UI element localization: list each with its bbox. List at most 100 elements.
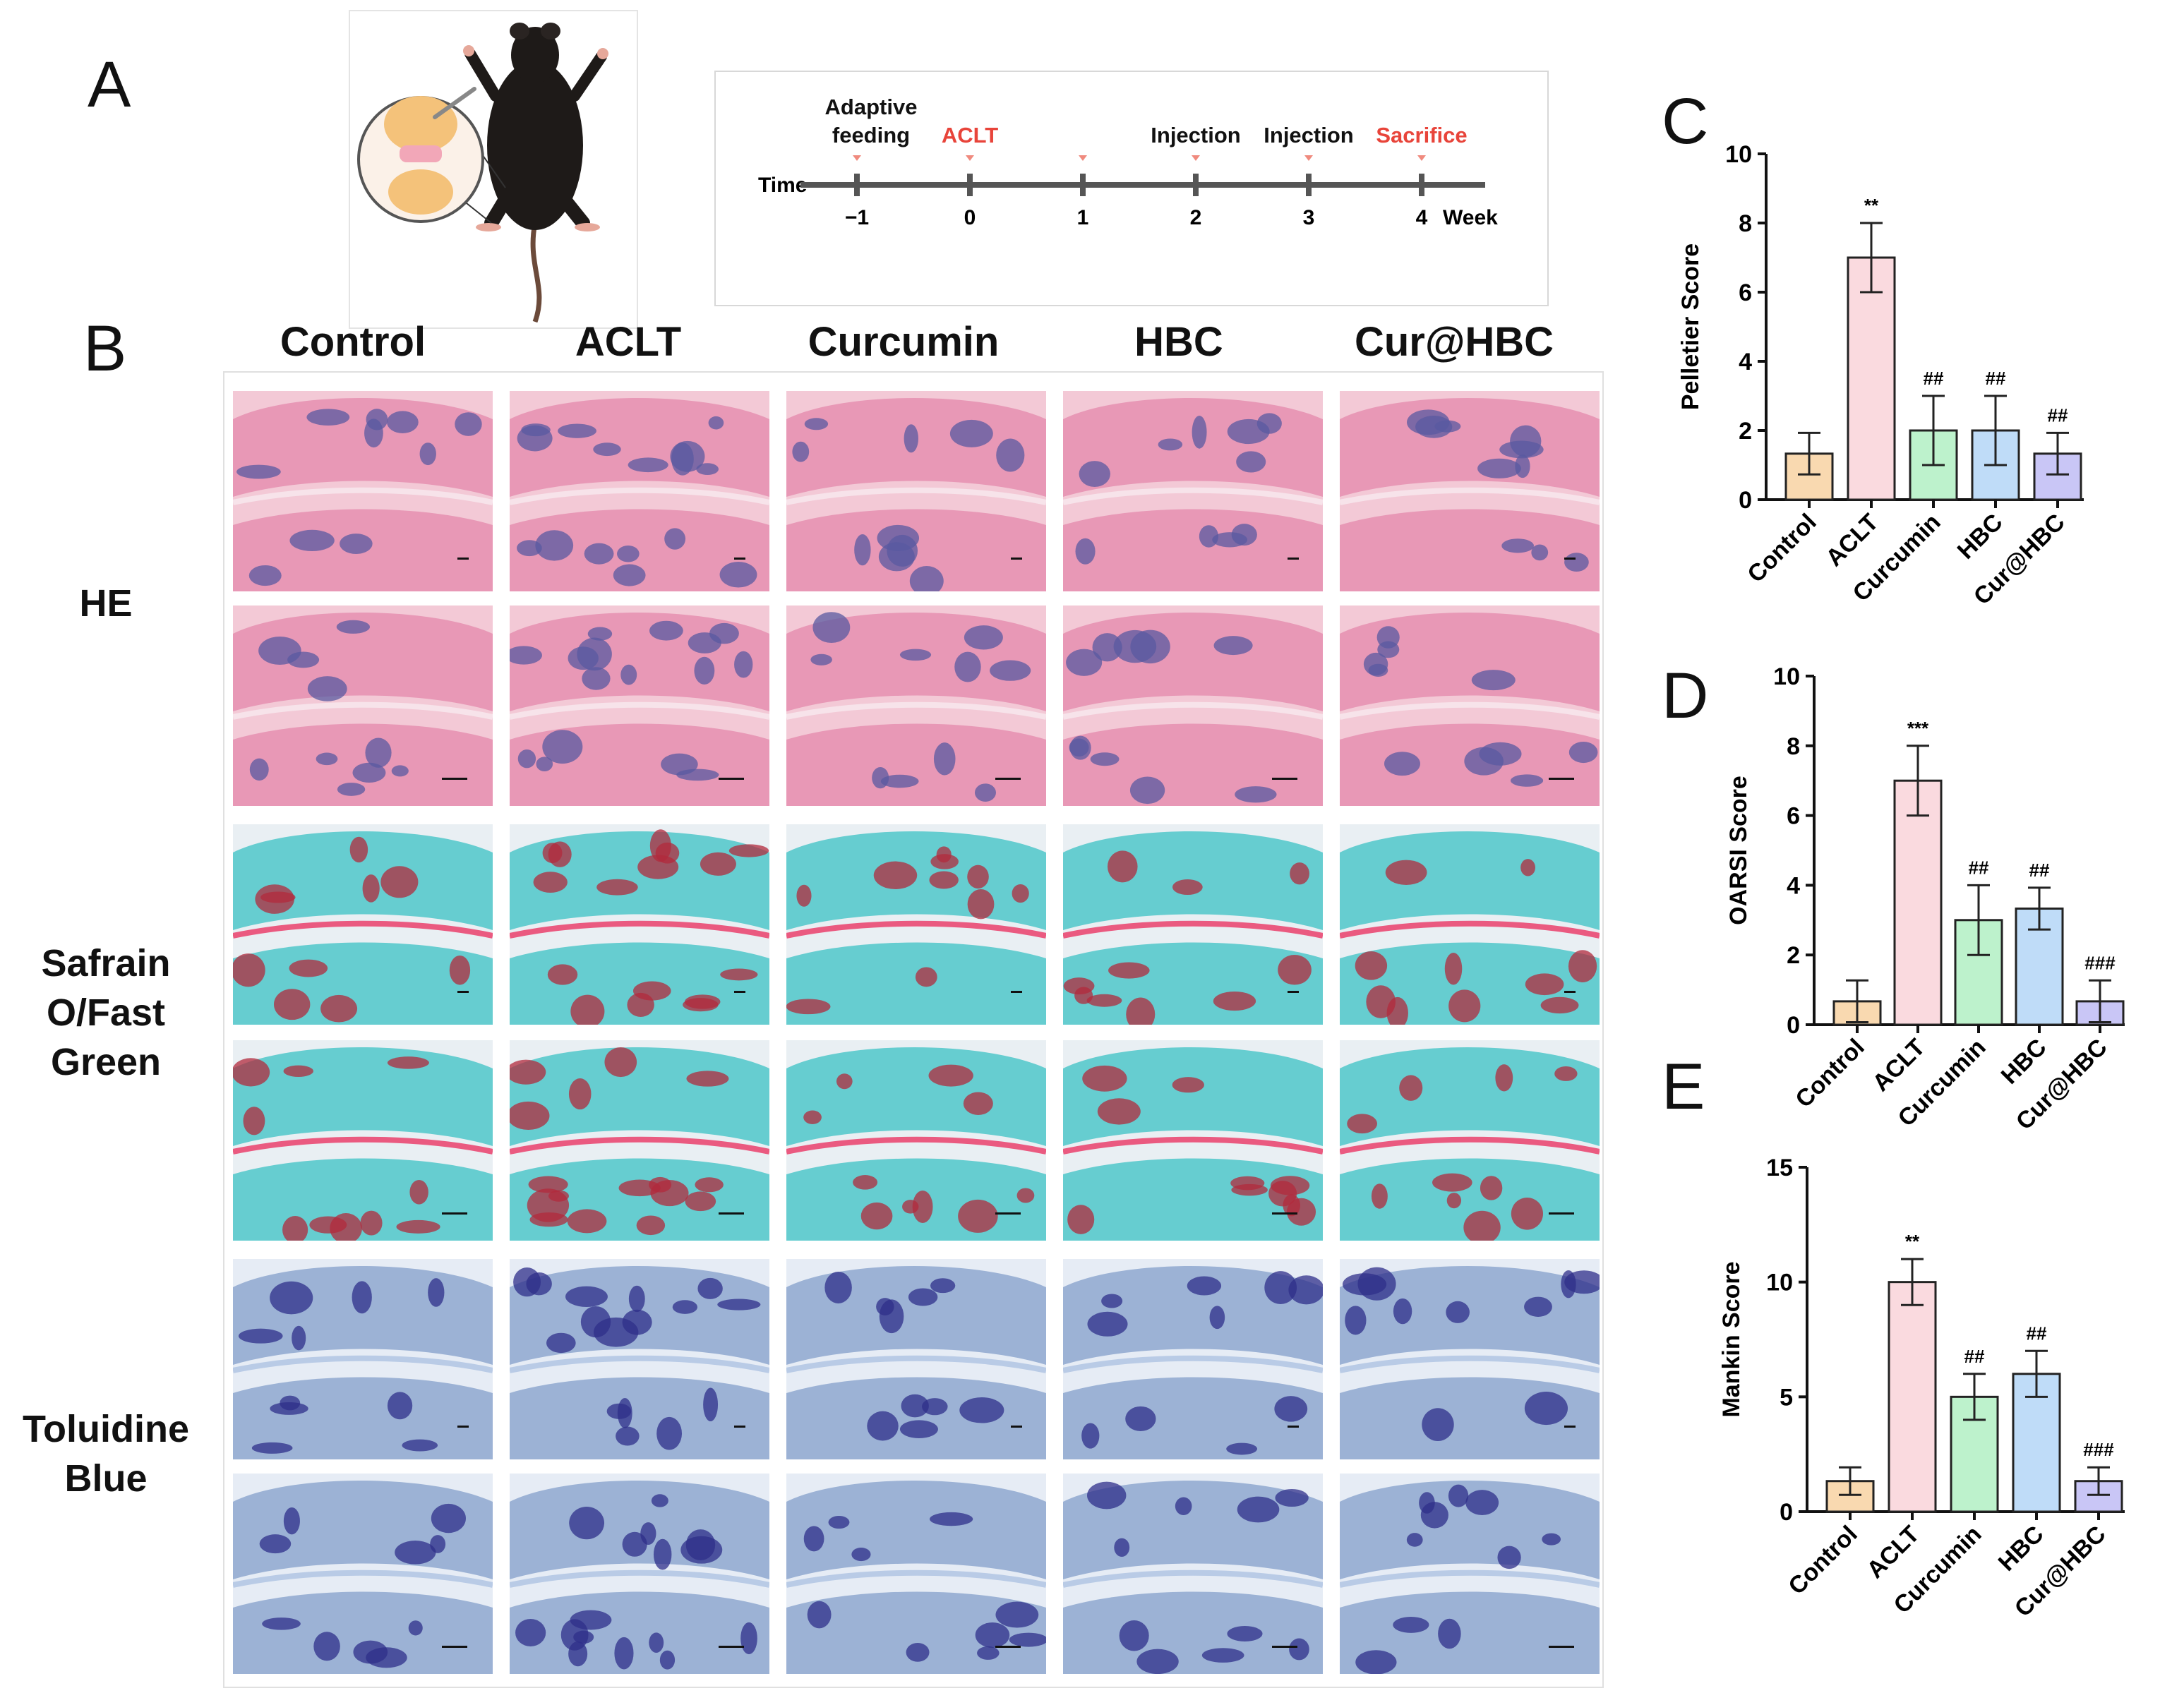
tile-marrow-blob (792, 441, 810, 462)
scale-bar (995, 1212, 1021, 1215)
tile-marrow-blob (728, 844, 769, 857)
tile-marrow-blob (251, 1442, 293, 1454)
scale-bar (1549, 1646, 1574, 1648)
tile-joint-space (510, 1136, 769, 1155)
timeline-tick-label: 3 (1303, 206, 1315, 229)
tile-marrow-blob (922, 1398, 948, 1416)
row-label-safranin: Safrain O/Fast Green (0, 939, 212, 1088)
x-tick-label: Control (1742, 509, 1821, 588)
tile-marrow-blob (1172, 1077, 1204, 1093)
tile-marrow-blob (902, 1200, 919, 1214)
tile-marrow-blob (1561, 1270, 1576, 1299)
column-title-curcumin: Curcumin (808, 319, 1000, 365)
row-label-he: HE (0, 579, 212, 628)
tile-marrow-blob (1448, 989, 1481, 1023)
tile-marrow-blob (719, 561, 757, 588)
histology-image (233, 605, 493, 806)
histology-tile (1063, 1040, 1323, 1241)
tile-joint-space (1063, 1136, 1323, 1155)
tile-marrow-blob (243, 1107, 265, 1135)
tile-marrow-blob (963, 1092, 993, 1115)
tile-marrow-blob (362, 874, 380, 903)
tile-marrow-blob (1524, 1296, 1552, 1317)
tile-marrow-blob (1192, 415, 1207, 449)
tile-marrow-blob (1175, 1497, 1192, 1515)
histology-tile (510, 605, 769, 806)
tile-marrow-blob (568, 1078, 592, 1110)
tile-marrow-blob (1465, 1490, 1499, 1516)
tile-marrow-blob (387, 1392, 413, 1420)
tile-marrow-blob (664, 528, 686, 550)
tile-tibia (1340, 1591, 1600, 1674)
timeline-marker-arrow (966, 155, 974, 161)
tile-marrow-blob (1363, 652, 1388, 676)
tile-joint-space (233, 487, 493, 505)
y-tick-label: 5 (1780, 1384, 1793, 1411)
tile-marrow-blob (409, 1179, 428, 1205)
tile-marrow-blob (1090, 752, 1120, 766)
tile-marrow-blob (661, 753, 698, 776)
tile-tibia (510, 1377, 769, 1459)
tile-joint-space (233, 701, 493, 720)
x-tick-label: HBC (1996, 1034, 2052, 1090)
tile-marrow-blob (803, 1526, 824, 1552)
tile-marrow-blob (1542, 1533, 1561, 1546)
tile-marrow-blob (637, 855, 679, 879)
tile-marrow-blob (515, 1619, 546, 1646)
tile-marrow-blob (1278, 954, 1312, 985)
tile-marrow-blob (649, 1176, 672, 1193)
tile-tibia (1063, 723, 1323, 806)
scale-bar (457, 991, 469, 993)
histology-tile (1340, 605, 1600, 806)
tile-marrow-blob (990, 660, 1031, 681)
tile-tibia (1063, 509, 1323, 591)
tile-joint-space (233, 1570, 493, 1588)
tile-marrow-blob (387, 1056, 429, 1069)
tile-joint-space (233, 1355, 493, 1373)
timeline-chart: Time −1 0 1 2 3 4 Week Adaptive feeding ACLT Inject… (758, 95, 1498, 229)
timeline-tick-label: 1 (1077, 206, 1089, 229)
timeline-event-label: Adaptive (825, 95, 918, 119)
tile-marrow-blob (1230, 1176, 1265, 1191)
tile-marrow-blob (694, 656, 715, 685)
tile-joint-space (510, 1570, 769, 1588)
tile-marrow-blob (1264, 1271, 1297, 1304)
histology-tile (1340, 824, 1600, 1025)
tile-marrow-blob (928, 1064, 973, 1087)
tile-marrow-blob (306, 409, 350, 426)
tile-marrow-blob (336, 620, 371, 634)
tile-marrow-blob (828, 1515, 850, 1529)
timeline-event-label: Injection (1264, 123, 1353, 147)
tile-joint-space (1063, 920, 1323, 939)
tile-marrow-blob (1355, 951, 1388, 980)
tile-joint-space (1063, 1355, 1323, 1373)
tile-tibia (233, 1591, 493, 1674)
tile-marrow-blob (309, 1216, 347, 1234)
tile-marrow-blob (949, 419, 993, 447)
tile-marrow-blob (649, 620, 683, 641)
tile-joint-space (510, 920, 769, 939)
histology-image (786, 391, 1046, 591)
tile-marrow-blob (1355, 1650, 1397, 1674)
y-tick-label: 0 (1780, 1499, 1793, 1526)
y-tick-label: 0 (1787, 1012, 1800, 1039)
tile-marrow-blob (616, 1426, 640, 1446)
histology-image (786, 1474, 1046, 1674)
tile-marrow-blob (1136, 1649, 1179, 1674)
x-tick-label: HBC (1952, 509, 2008, 565)
histology-image (1340, 391, 1600, 591)
tile-marrow-blob (929, 871, 959, 889)
tile-marrow-blob (851, 1548, 871, 1562)
tile-marrow-blob (273, 989, 311, 1020)
tile-marrow-blob (1081, 1423, 1100, 1449)
histology-image (510, 391, 769, 591)
tile-marrow-blob (659, 1650, 676, 1670)
tile-marrow-blob (867, 1411, 899, 1441)
tile-marrow-blob (1520, 859, 1535, 876)
y-tick-label: 10 (1725, 141, 1752, 168)
tile-marrow-blob (337, 783, 366, 796)
histology-tile (1340, 1474, 1600, 1674)
tile-marrow-blob (283, 1065, 313, 1077)
tile-marrow-blob (1086, 994, 1122, 1007)
tile-marrow-blob (1172, 879, 1203, 896)
